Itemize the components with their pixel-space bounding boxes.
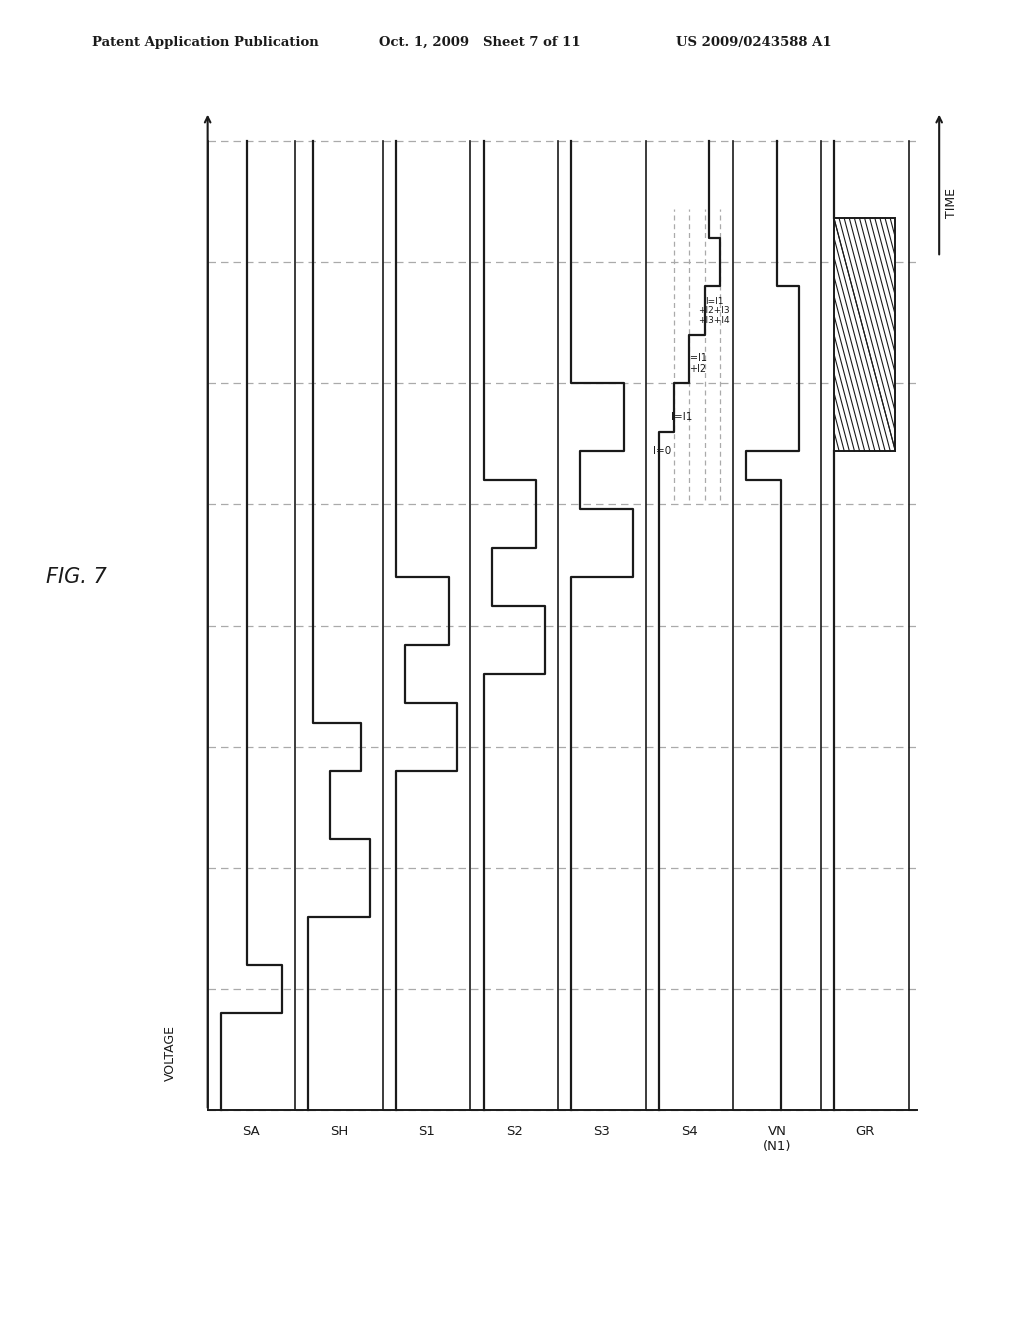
Text: S3: S3: [594, 1125, 610, 1138]
Text: S4: S4: [681, 1125, 698, 1138]
Text: TIME: TIME: [945, 189, 958, 218]
Text: I=I1: I=I1: [671, 412, 692, 422]
Text: I=I1
+I2+I3
+I3+I4: I=I1 +I2+I3 +I3+I4: [698, 297, 730, 325]
Text: FIG. 7: FIG. 7: [46, 568, 106, 587]
Text: GR: GR: [855, 1125, 874, 1138]
Text: US 2009/0243588 A1: US 2009/0243588 A1: [676, 36, 831, 49]
Text: S2: S2: [506, 1125, 522, 1138]
Text: SA: SA: [243, 1125, 260, 1138]
Bar: [834, 218, 895, 451]
Text: I=0: I=0: [653, 446, 672, 455]
Text: VN
(N1): VN (N1): [763, 1125, 792, 1152]
Text: I=I1
+I2: I=I1 +I2: [687, 352, 708, 374]
Text: Patent Application Publication: Patent Application Publication: [92, 36, 318, 49]
Text: Oct. 1, 2009   Sheet 7 of 11: Oct. 1, 2009 Sheet 7 of 11: [379, 36, 581, 49]
Text: SH: SH: [330, 1125, 348, 1138]
Text: S1: S1: [418, 1125, 435, 1138]
Text: VOLTAGE: VOLTAGE: [164, 1026, 177, 1081]
